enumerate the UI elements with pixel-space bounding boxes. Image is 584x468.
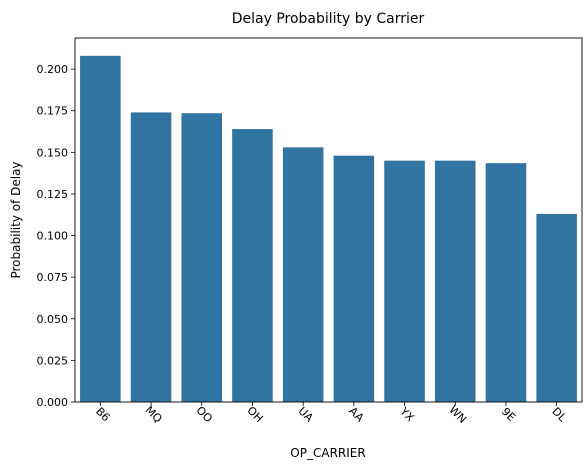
x-tick-label: OO (194, 404, 216, 426)
y-tick-label: 0.125 (37, 188, 69, 201)
x-tick-label: YX (397, 404, 417, 424)
x-tick-label: MQ (143, 404, 165, 426)
bar (232, 129, 273, 402)
bar (384, 160, 425, 402)
y-axis: 0.000 0.025 0.050 0.075 0.100 0.125 0.150 0.175… (37, 63, 75, 409)
y-tick-label: 0.050 (37, 313, 69, 326)
x-tick-label: 9E (499, 405, 518, 424)
x-tick-label: WN (446, 403, 469, 426)
x-axis: B6 MQ OO OH UA AA YX WN 9E DL (93, 402, 569, 426)
y-tick-label: 0.150 (37, 146, 69, 159)
x-tick-label: AA (346, 404, 366, 424)
bar (536, 213, 577, 402)
x-tick-label: OH (244, 404, 265, 425)
bar (333, 155, 375, 402)
x-tick-label: B6 (93, 405, 112, 424)
y-tick-label: 0.075 (37, 271, 69, 284)
bar (181, 113, 223, 403)
y-tick-label: 0.025 (37, 354, 69, 367)
chart-title: Delay Probability by Carrier (232, 11, 425, 27)
x-axis-label: OP_CARRIER (290, 446, 365, 460)
bar (282, 147, 324, 402)
y-axis-label: Probability of Delay (9, 161, 23, 278)
x-tick-label: DL (549, 405, 569, 425)
bar (485, 163, 527, 402)
bar (80, 55, 121, 403)
y-tick-label: 0.175 (37, 105, 69, 118)
y-tick-label: 0.200 (37, 63, 69, 76)
y-tick-label: 0.100 (37, 230, 69, 243)
bar-series (80, 55, 577, 403)
bar (130, 112, 172, 403)
plot-frame (74, 37, 583, 403)
x-tick-label: UA (296, 404, 317, 425)
y-tick-label: 0.000 (37, 396, 69, 409)
bar (434, 160, 476, 402)
